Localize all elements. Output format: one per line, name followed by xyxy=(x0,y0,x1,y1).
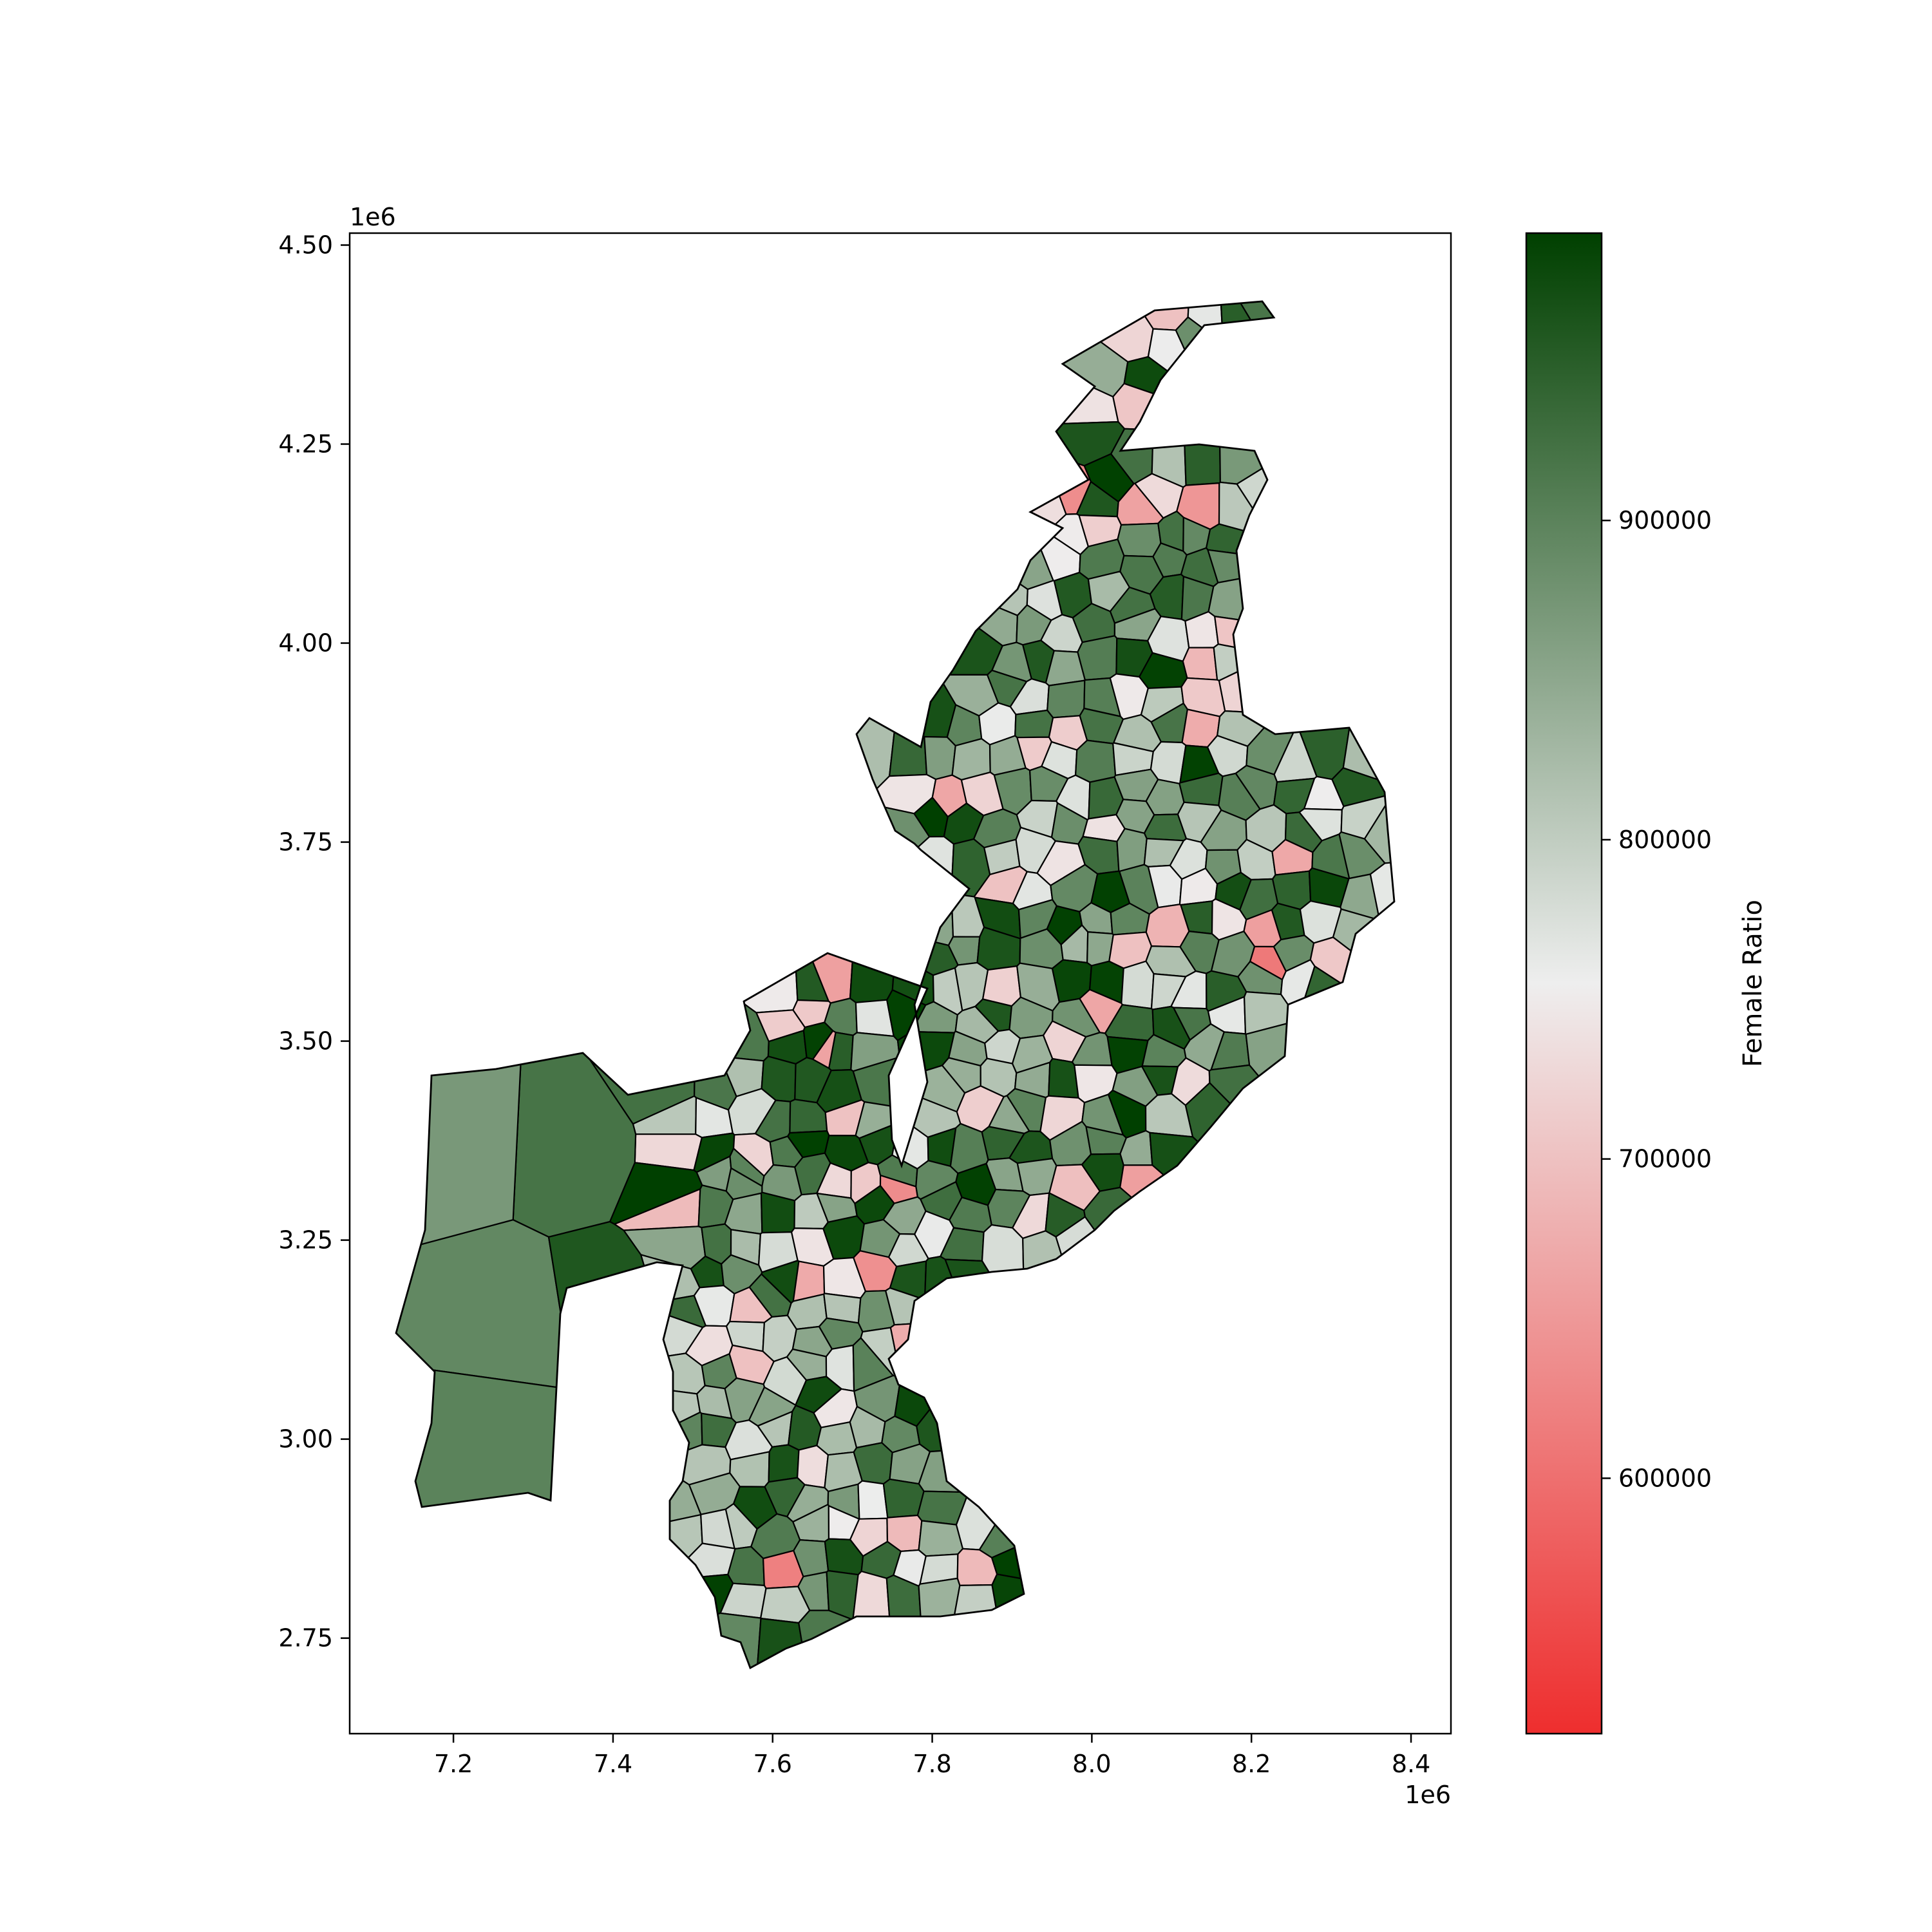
x-tick-label: 7.6 xyxy=(753,1750,792,1778)
map-regions xyxy=(350,233,1451,1734)
y-tick-label: 4.25 xyxy=(278,430,333,459)
colorbar-tick-label: 700000 xyxy=(1618,1145,1712,1173)
y-tick-label: 3.50 xyxy=(278,1027,333,1056)
x-tick-label: 8.0 xyxy=(1072,1750,1111,1778)
y-tick-label: 3.25 xyxy=(278,1226,333,1255)
map-region xyxy=(768,1444,800,1483)
x-axis-ticks: 7.2 7.4 7.6 7.8 8.0 8.2 8.4 xyxy=(434,1734,1430,1778)
colorbar-label: Female Ratio xyxy=(1738,900,1768,1067)
colorbar xyxy=(1525,232,1603,1735)
country-outline xyxy=(395,300,1396,1670)
map-region xyxy=(725,1167,763,1200)
y-tick-label: 4.00 xyxy=(278,629,333,658)
x-tick-label: 8.2 xyxy=(1232,1750,1271,1778)
y-tick-label: 3.75 xyxy=(278,828,333,857)
map-region xyxy=(1077,635,1118,681)
x-axis-offset: 1e6 xyxy=(1405,1781,1451,1809)
y-tick-label: 3.00 xyxy=(278,1425,333,1454)
colorbar-tick-label: 900000 xyxy=(1618,506,1712,535)
map-region xyxy=(1117,522,1162,558)
map-region xyxy=(811,1030,837,1070)
y-tick-label: 4.50 xyxy=(278,231,333,260)
x-tick-label: 7.8 xyxy=(913,1750,951,1778)
map-region xyxy=(1046,679,1086,719)
map-region xyxy=(1074,739,1117,783)
colorbar-ticks: 600000 700000 800000 900000 xyxy=(1602,506,1712,1492)
colorbar-tick-label: 600000 xyxy=(1618,1464,1712,1492)
map-mask xyxy=(350,233,1451,1734)
y-axis-offset: 1e6 xyxy=(350,203,396,231)
map-region xyxy=(879,1174,919,1204)
map-region xyxy=(1121,960,1155,1010)
map-region xyxy=(923,735,956,781)
colorbar-tick-label: 800000 xyxy=(1618,826,1712,854)
x-tick-label: 8.4 xyxy=(1392,1750,1430,1778)
y-axis-ticks: 2.75 3.00 3.25 3.50 3.75 4.00 4.25 4.50 xyxy=(278,231,350,1653)
map-region xyxy=(1014,709,1054,739)
y-tick-label: 2.75 xyxy=(278,1624,333,1653)
plot-frame xyxy=(348,232,1452,1735)
map-region xyxy=(1182,647,1218,681)
x-tick-label: 7.2 xyxy=(434,1750,473,1778)
x-tick-label: 7.4 xyxy=(594,1750,632,1778)
